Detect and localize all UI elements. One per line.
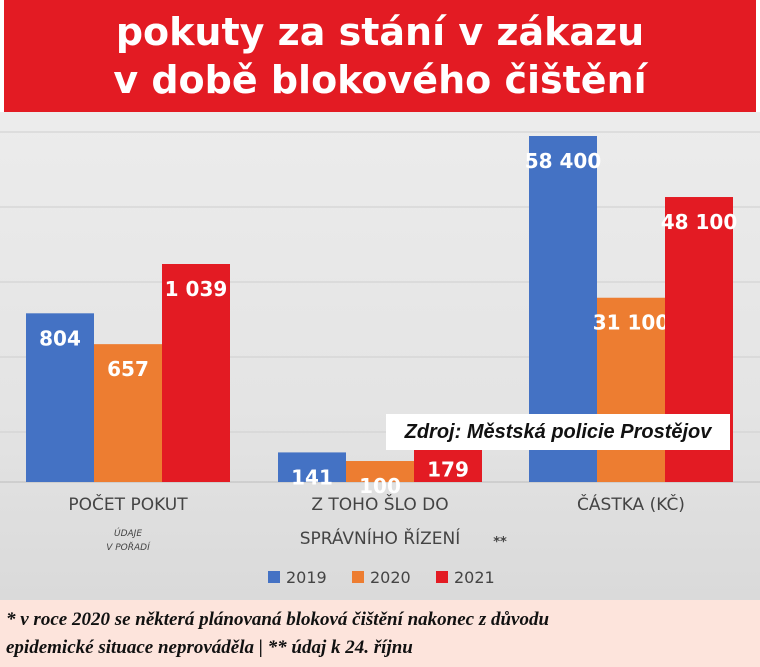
category-label: SPRÁVNÍHO ŘÍZENÍ xyxy=(300,527,461,549)
plot-area: 804 141 58 400 657 100 31 100 1 039 179 48 100 PO… xyxy=(0,112,760,600)
legend-label-2019: 2019 xyxy=(286,568,327,587)
legend-swatch-2021 xyxy=(436,571,448,583)
chart-title: pokuty za stání v zákazu v době blokovéh… xyxy=(4,0,756,112)
bar-2019-1 xyxy=(26,313,94,482)
data-label: 657 xyxy=(107,357,149,381)
legend-swatch-2020 xyxy=(352,571,364,583)
category-note: V POŘADÍ xyxy=(106,541,151,553)
title-line-2: v době blokového čištění xyxy=(113,58,647,102)
source-label: Zdroj: Městská policie Prostějov xyxy=(386,414,730,450)
data-label: 31 100 xyxy=(593,311,670,335)
category-label: Z TOHO ŠLO DO xyxy=(311,493,448,515)
bar-2019-2 xyxy=(278,452,346,482)
data-label: 100 xyxy=(359,474,401,498)
category-note: ÚDAJE xyxy=(114,527,142,539)
data-label: 179 xyxy=(427,457,469,481)
data-label: 804 xyxy=(39,326,81,350)
category-label: ČÁSTKA (KČ) xyxy=(577,493,685,515)
bar-chart: 804 141 58 400 657 100 31 100 1 039 179 48 100 PO… xyxy=(0,131,760,587)
category-label: POČET POKUT xyxy=(68,493,188,515)
legend-swatch-2019 xyxy=(268,571,280,583)
bar-2020-2 xyxy=(346,461,414,482)
data-label: 58 400 xyxy=(525,149,602,173)
category-note: ** xyxy=(493,535,507,550)
bar-2021-1 xyxy=(162,264,230,482)
data-label: 141 xyxy=(291,465,333,489)
title-line-1: pokuty za stání v zákazu xyxy=(115,10,645,54)
data-label: 1 039 xyxy=(165,277,228,301)
data-label: 48 100 xyxy=(661,210,738,234)
footnote-line-2: epidemické situace neprováděla | ** údaj… xyxy=(6,637,413,658)
bar-2021-2 xyxy=(414,444,482,482)
bar-2020-1 xyxy=(94,344,162,482)
footnote-line-1: * v roce 2020 se některá plánovaná bloko… xyxy=(6,609,550,630)
footnote: * v roce 2020 se některá plánovaná bloko… xyxy=(0,600,760,667)
legend-label-2021: 2021 xyxy=(454,568,495,587)
bar-2020-3 xyxy=(597,297,665,482)
legend-label-2020: 2020 xyxy=(370,568,411,587)
